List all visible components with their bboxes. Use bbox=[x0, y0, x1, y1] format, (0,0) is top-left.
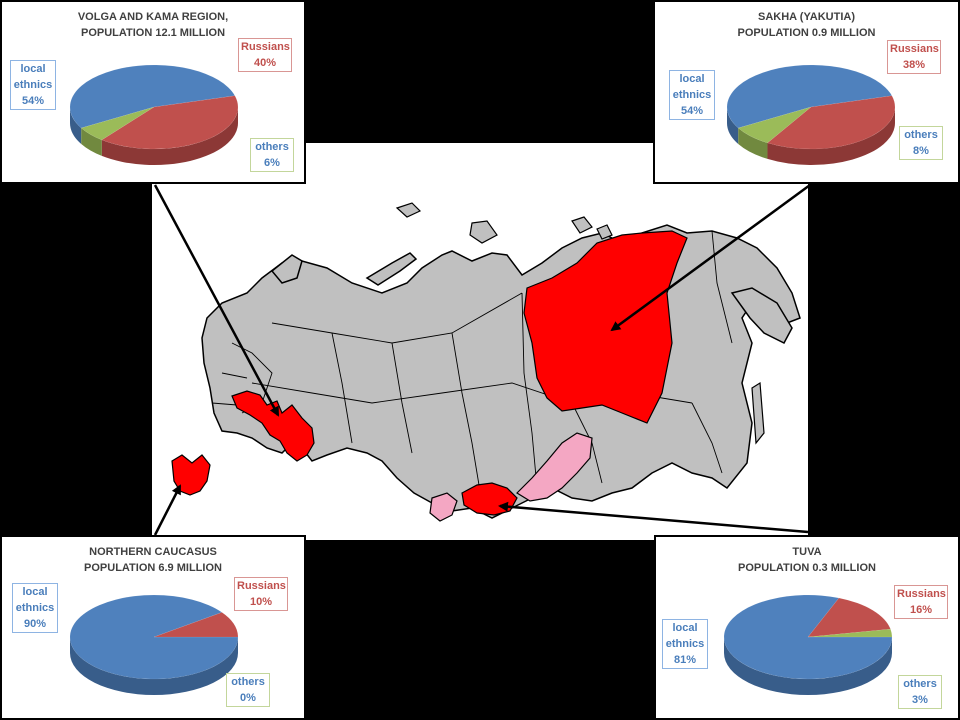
map-region-caucasus bbox=[171, 454, 211, 496]
chart-title-line: POPULATION 0.9 MILLION bbox=[737, 27, 876, 39]
russia-map bbox=[152, 143, 808, 540]
chart-title-line: POPULATION 0.3 MILLION bbox=[738, 562, 876, 574]
chart-title-line: POPULATION 6.9 MILLION bbox=[84, 562, 222, 574]
label-russians: Russians 40% bbox=[238, 38, 292, 72]
map-novaya-zemlya bbox=[365, 252, 418, 286]
pie-side-local bbox=[70, 637, 238, 695]
pie-side-local bbox=[724, 637, 892, 695]
pie-side-local bbox=[727, 107, 739, 144]
chart-sakha: SAKHA (YAKUTIA) POPULATION 0.9 MILLION l… bbox=[653, 0, 960, 184]
chart-title-line: POPULATION 12.1 MILLION bbox=[80, 27, 226, 39]
pie-slice-local bbox=[723, 594, 893, 680]
map-kola bbox=[270, 254, 303, 284]
pie-chart bbox=[69, 594, 239, 695]
label-local: local ethnics 90% bbox=[12, 583, 58, 633]
label-others: others 8% bbox=[899, 126, 943, 160]
pie-side-others bbox=[738, 128, 768, 159]
pie-chart bbox=[726, 64, 896, 165]
pie-chart bbox=[69, 64, 239, 166]
chart-title: TUVA POPULATION 0.3 MILLION bbox=[656, 544, 958, 576]
chart-title-line: SAKHA (YAKUTIA) bbox=[758, 11, 855, 23]
chart-title: NORTHERN CAUCASUS POPULATION 6.9 MILLION bbox=[2, 544, 304, 576]
label-local: local ethnics 54% bbox=[669, 70, 715, 120]
label-others: others 6% bbox=[250, 138, 294, 172]
pie-side-russians bbox=[767, 107, 895, 165]
map-borders bbox=[211, 230, 733, 504]
map-sakhalin bbox=[751, 381, 765, 445]
map-region-altai bbox=[429, 492, 458, 522]
pie-slice-local bbox=[69, 64, 236, 129]
label-local: local ethnics 54% bbox=[10, 60, 56, 110]
map-region-buryatia bbox=[516, 432, 593, 502]
label-russians: Russians 16% bbox=[894, 585, 948, 619]
label-others: others 0% bbox=[226, 673, 270, 707]
pie-side-local bbox=[70, 107, 82, 144]
pie-side-others bbox=[81, 128, 102, 156]
chart-caucasus: NORTHERN CAUCASUS POPULATION 6.9 MILLION… bbox=[0, 535, 306, 720]
label-local: local ethnics 81% bbox=[662, 619, 708, 669]
chart-volga: VOLGA AND KAMA REGION, POPULATION 12.1 M… bbox=[0, 0, 306, 184]
chart-title: SAKHA (YAKUTIA) POPULATION 0.9 MILLION bbox=[655, 9, 958, 41]
label-russians: Russians 38% bbox=[887, 40, 941, 74]
label-russians: Russians 10% bbox=[234, 577, 288, 611]
chart-title: VOLGA AND KAMA REGION, POPULATION 12.1 M… bbox=[2, 9, 304, 41]
pie-slice-others bbox=[807, 628, 893, 638]
pie-slice-russians bbox=[153, 612, 239, 638]
russia-map-svg bbox=[171, 202, 801, 522]
chart-title-line: VOLGA AND KAMA REGION, bbox=[77, 11, 229, 23]
pie-slice-local bbox=[726, 64, 893, 129]
map-island bbox=[395, 202, 422, 218]
pie-slice-others bbox=[737, 106, 812, 144]
chart-title-line: TUVA bbox=[792, 546, 822, 558]
pie-slice-russians bbox=[807, 597, 891, 638]
chart-title-line: NORTHERN CAUCASUS bbox=[89, 546, 217, 558]
map-island bbox=[469, 220, 498, 244]
chart-tuva: TUVA POPULATION 0.3 MILLION local ethnics… bbox=[654, 535, 960, 720]
pie-side-russians bbox=[101, 107, 239, 166]
pie-slice-russians bbox=[101, 95, 239, 150]
pie-slice-others bbox=[80, 106, 155, 141]
label-others: others 3% bbox=[898, 675, 942, 709]
pie-chart bbox=[723, 594, 893, 695]
pie-slice-local bbox=[69, 594, 239, 680]
map-island bbox=[571, 216, 593, 234]
pie-slice-russians bbox=[766, 95, 896, 150]
